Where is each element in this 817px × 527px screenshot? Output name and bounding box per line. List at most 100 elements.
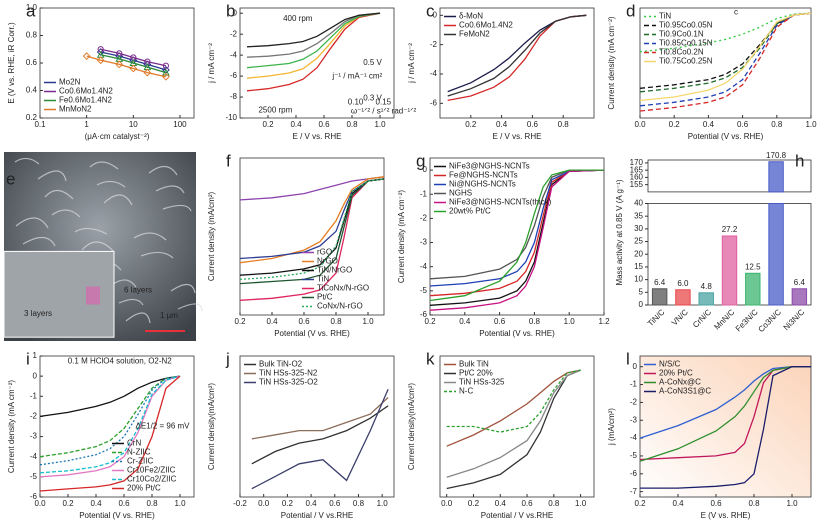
legend-label: Ti0.75Co0.25N	[659, 57, 713, 66]
series-line	[639, 12, 812, 112]
x-tick-label: TiN/C	[646, 307, 667, 328]
plot-frame	[239, 157, 385, 316]
x-tick-label: 0.4	[459, 317, 471, 326]
annotation: 3 layers	[24, 309, 52, 318]
y-tick-label: 0	[233, 8, 238, 17]
sheet	[14, 157, 40, 165]
y-tick-label: -7	[630, 487, 638, 496]
y-tick-label: -6	[230, 71, 238, 80]
sheet	[96, 180, 126, 188]
y-tick-label: -3	[630, 415, 638, 424]
series-line	[239, 176, 385, 201]
legend-label: Bulk TiN-O2	[259, 360, 303, 369]
y-tick-label: 0	[433, 10, 438, 19]
x-tick-label: 0.0	[441, 499, 453, 508]
series-line	[239, 178, 385, 285]
x-tick-label: Ni3N/C	[782, 307, 807, 332]
sheet	[170, 283, 196, 294]
panel-label: g	[416, 151, 425, 170]
x-tick-label: 0.4	[496, 120, 508, 129]
y-tick-label: 0	[423, 165, 428, 174]
legend-label: Pt/C 20%	[459, 369, 493, 378]
x-tick-label: 0.6	[737, 120, 749, 129]
legend-label: Ti0.85Co0.15N	[659, 39, 713, 48]
x-tick-label: 0.8	[330, 317, 342, 326]
marker	[115, 60, 124, 69]
legend-label: N-ZIIC	[127, 448, 151, 457]
x-axis-label: E / V vs. RHE	[493, 132, 542, 141]
series-line	[246, 12, 381, 48]
value-label: 27.2	[722, 225, 738, 234]
legend-label: TiN	[659, 12, 671, 21]
y-axis-label: j / mA cm⁻²	[207, 43, 216, 84]
x-tick-label: 0.4	[290, 120, 302, 129]
series-line	[639, 12, 812, 93]
bar	[768, 161, 784, 193]
plot-frame	[639, 7, 812, 119]
legend-label: 20% Pt/C	[127, 484, 161, 493]
x-tick-label: -0.2	[233, 499, 247, 508]
sheet	[81, 241, 115, 253]
value-label: 6.4	[794, 278, 806, 287]
y-tick-label: -2	[430, 40, 438, 49]
y-tick-label: 15	[634, 262, 643, 271]
y-tick-label: 1	[33, 351, 38, 360]
legend-label: A-CoNx@C	[659, 378, 701, 387]
x-tick-label: 0.4	[306, 499, 318, 508]
x-tick-label: 0.8	[346, 120, 358, 129]
marker	[129, 64, 138, 73]
marker	[96, 56, 105, 65]
legend-label: A-CoN3S1@C	[659, 387, 711, 396]
x-tick-label: 0.4	[495, 499, 507, 508]
x-tick-label: VN/C	[670, 307, 690, 327]
y-axis-label: Current density (mA cm⁻²)	[607, 16, 616, 109]
x-tick-label: 0.2	[262, 120, 274, 129]
highlight	[86, 286, 100, 305]
legend-label: Co0.6Mo1.4N2	[59, 87, 113, 96]
y-axis-label: Current density (mA/cm²)	[207, 191, 216, 281]
annotation: 0.15	[376, 98, 392, 107]
y-tick-label: 155	[630, 180, 644, 189]
y-tick-label: 165	[630, 165, 644, 174]
legend-label: Ti0.8Co0.2N	[659, 48, 704, 57]
y-tick-label: 0	[633, 362, 638, 371]
x-tick-label: 0.8	[146, 499, 158, 508]
series-line	[639, 366, 811, 439]
y-tick-label: -4	[430, 69, 438, 78]
panel-label: k	[426, 349, 435, 368]
y-tick-label: 160	[630, 173, 644, 182]
y-axis-label: j (mA/cm²)	[607, 408, 616, 446]
x-tick-label: 0.0	[258, 499, 270, 508]
series-line	[639, 12, 812, 53]
series-line	[246, 12, 381, 58]
x-tick-label: 0.6	[710, 499, 722, 508]
plot-frame	[439, 7, 595, 119]
y-axis-label: j / mA cm⁻²	[407, 43, 416, 84]
bar	[675, 289, 691, 306]
x-tick-label: 0.4	[672, 499, 684, 508]
y-tick-label: -5	[30, 472, 38, 481]
x-tick-label: 0.6	[521, 499, 533, 508]
x-tick-label: 0.2	[634, 499, 646, 508]
sheet	[125, 312, 151, 324]
bar	[791, 288, 808, 306]
y-tick-label: -4	[630, 433, 638, 442]
legend-label: Cr10Fe2/ZIIC	[127, 466, 176, 475]
x-tick-label: 0.6	[329, 499, 341, 508]
y-tick-label: -4	[230, 50, 238, 59]
x-tick-label: MnN/C	[712, 307, 736, 331]
annotation: c	[734, 8, 738, 17]
panel-label: h	[795, 151, 804, 170]
y-tick-label: -6	[420, 310, 428, 319]
x-tick-label: 0.8	[771, 120, 783, 129]
legend-label: Ni@NGHS-NCNTs	[449, 180, 516, 189]
x-tick-label: 0.8	[529, 317, 541, 326]
sheet	[89, 161, 119, 170]
bar	[651, 288, 668, 306]
x-axis-label: E / V vs. RHE	[293, 132, 342, 141]
legend-label: Fe@NGHS-NCNTs	[449, 171, 518, 180]
y-axis-label: Current density (mA cm⁻²)	[397, 190, 406, 283]
marker	[143, 68, 152, 77]
y-tick-label: 5	[639, 287, 644, 296]
